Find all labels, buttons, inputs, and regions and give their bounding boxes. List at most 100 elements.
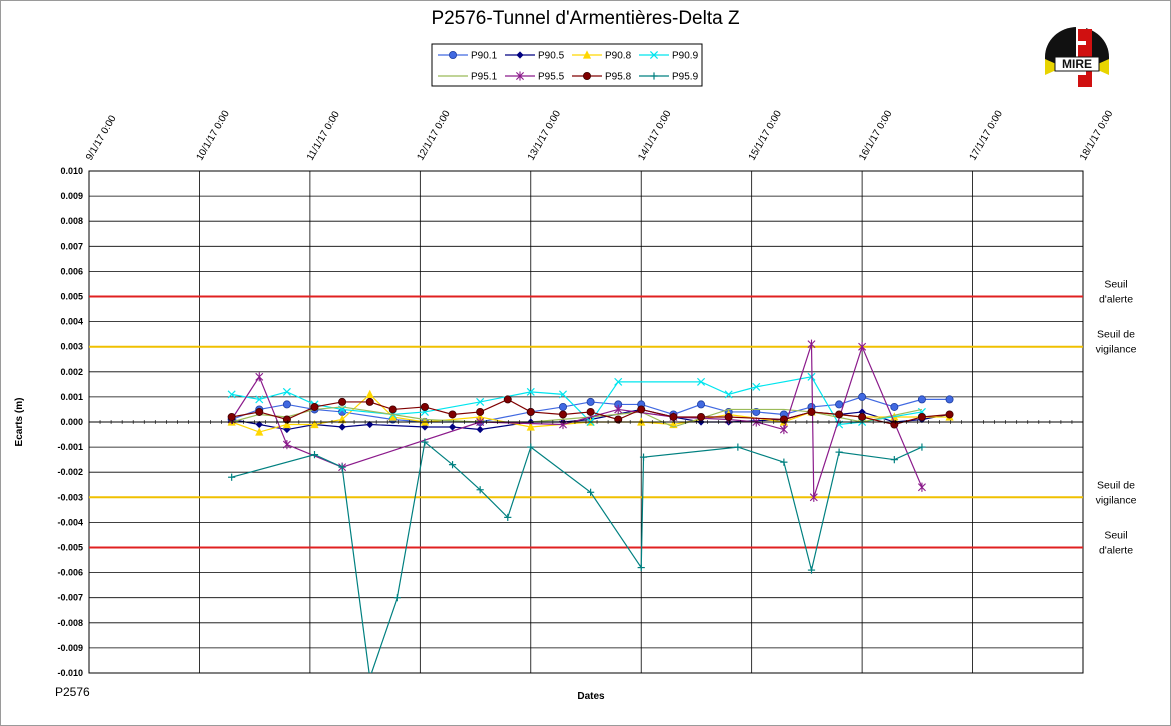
data-point xyxy=(724,390,733,399)
data-point xyxy=(779,415,788,424)
y-tick-label: 0.002 xyxy=(60,367,83,377)
x-tick-label: 12/1/17 0:00 xyxy=(415,108,453,162)
y-tick-label: 0.000 xyxy=(60,417,83,427)
legend-label: P95.8 xyxy=(605,72,632,83)
data-point xyxy=(255,420,263,429)
data-point xyxy=(366,674,373,681)
data-point xyxy=(809,492,818,502)
y-tick-label: 0.007 xyxy=(60,241,83,251)
data-point xyxy=(558,410,567,419)
threshold-label: d'alerte xyxy=(1099,294,1133,306)
threshold-label: Seuil xyxy=(1104,279,1127,291)
x-tick-label: 15/1/17 0:00 xyxy=(747,108,785,162)
y-tick-label: -0.005 xyxy=(57,543,83,553)
x-tick-label: 18/1/17 0:00 xyxy=(1078,108,1116,162)
legend-entry: P90.9 xyxy=(639,51,699,62)
data-point xyxy=(255,427,264,436)
data-point xyxy=(516,51,524,59)
y-tick-label: -0.002 xyxy=(57,467,83,477)
data-point xyxy=(614,404,623,415)
data-point xyxy=(918,443,926,451)
data-point xyxy=(503,395,512,404)
legend-entry: P90.5 xyxy=(505,51,565,62)
y-tick-label: -0.007 xyxy=(57,593,83,603)
series-line xyxy=(231,396,950,423)
data-point xyxy=(639,453,648,461)
data-point xyxy=(637,405,646,414)
y-tick-label: 0.006 xyxy=(60,266,83,276)
data-point xyxy=(526,407,535,416)
legend-entry: P90.8 xyxy=(572,50,632,62)
data-point xyxy=(582,50,592,59)
data-point xyxy=(614,377,623,386)
data-point xyxy=(448,423,457,431)
data-point xyxy=(858,342,867,352)
y-tick-label: 0.009 xyxy=(60,191,83,201)
data-point xyxy=(734,443,742,451)
y-tick-label: 0.005 xyxy=(60,292,83,302)
data-point xyxy=(807,407,816,416)
data-point xyxy=(282,387,291,396)
data-point xyxy=(558,402,567,411)
data-point xyxy=(614,415,623,424)
data-point xyxy=(365,397,374,406)
series-p95-9 xyxy=(228,438,926,681)
y-tick-label: -0.006 xyxy=(57,568,83,578)
data-point xyxy=(526,387,535,396)
data-point xyxy=(228,473,236,481)
x-tick-label: 13/1/17 0:00 xyxy=(526,108,564,162)
y-tick-label: 0.004 xyxy=(60,317,83,327)
data-point xyxy=(586,397,595,406)
data-point xyxy=(338,414,347,424)
threshold-label: vigilance xyxy=(1096,344,1137,356)
data-point xyxy=(282,400,291,409)
data-point xyxy=(255,395,264,404)
data-point xyxy=(476,407,485,416)
data-point xyxy=(393,594,401,602)
series-p95-8 xyxy=(227,395,954,429)
data-point xyxy=(448,51,457,60)
data-point xyxy=(310,419,319,429)
legend-entry: P95.5 xyxy=(505,71,565,83)
data-point xyxy=(890,420,899,429)
data-point xyxy=(558,390,568,399)
data-point xyxy=(697,377,706,386)
x-tick-label: 14/1/17 0:00 xyxy=(636,108,674,162)
data-point xyxy=(858,408,866,416)
data-point xyxy=(282,415,291,424)
data-point xyxy=(526,422,535,431)
data-point xyxy=(917,482,926,492)
threshold-label: Seuil xyxy=(1104,530,1127,542)
data-point xyxy=(835,410,844,419)
series-line xyxy=(231,398,950,426)
data-point xyxy=(448,461,457,469)
y-tick-label: -0.001 xyxy=(57,442,83,452)
svg-text:MIRE: MIRE xyxy=(1062,57,1092,71)
data-point xyxy=(858,412,867,421)
legend-label: P90.9 xyxy=(672,51,699,62)
data-point xyxy=(282,419,291,429)
data-point xyxy=(637,563,645,572)
data-point xyxy=(890,456,898,464)
data-point xyxy=(448,410,457,419)
legend-label: P95.1 xyxy=(471,72,498,83)
x-tick-label: 10/1/17 0:00 xyxy=(195,108,233,162)
y-tick-label: -0.008 xyxy=(57,618,83,628)
data-point xyxy=(476,397,485,406)
data-point xyxy=(807,339,816,349)
data-point xyxy=(227,390,236,399)
legend-label: P90.1 xyxy=(471,51,498,62)
data-point xyxy=(227,412,236,421)
data-point xyxy=(890,402,899,411)
legend-label: P90.5 xyxy=(538,51,565,62)
data-point xyxy=(282,439,291,450)
data-point xyxy=(945,410,954,419)
x-tick-label: 16/1/17 0:00 xyxy=(857,108,895,162)
legend-entry: P95.8 xyxy=(572,72,632,83)
data-point xyxy=(779,424,788,435)
data-point xyxy=(255,372,264,382)
data-point xyxy=(255,407,264,416)
data-point xyxy=(917,395,926,404)
y-axis-label: Ecarts (m) xyxy=(14,398,25,447)
